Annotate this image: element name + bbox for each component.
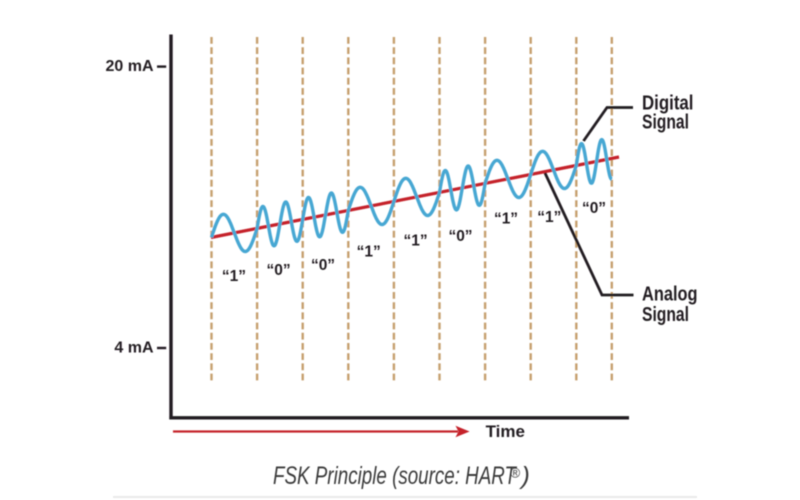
svg-text:®: ® xyxy=(510,466,520,481)
svg-text:“0”: “0” xyxy=(448,228,472,245)
svg-text:“1”: “1” xyxy=(222,268,246,285)
svg-text:“1”: “1” xyxy=(357,243,381,260)
svg-text:“0”: “0” xyxy=(582,200,606,217)
svg-text:Time: Time xyxy=(486,422,525,441)
svg-text:“1”: “1” xyxy=(537,209,561,226)
svg-text:FSK Principle (source: HART: FSK Principle (source: HART xyxy=(273,462,517,490)
svg-text:“1”: “1” xyxy=(494,210,518,227)
svg-text:“0”: “0” xyxy=(311,257,335,274)
svg-text:Digital: Digital xyxy=(642,91,694,114)
svg-text:“1”: “1” xyxy=(404,233,428,250)
svg-text:Signal: Signal xyxy=(642,110,689,133)
svg-text:4 mA: 4 mA xyxy=(114,340,154,357)
svg-text:20 mA: 20 mA xyxy=(105,58,153,75)
svg-text:Analog: Analog xyxy=(642,283,698,306)
svg-text:“0”: “0” xyxy=(267,262,291,279)
svg-text:): ) xyxy=(519,462,530,490)
svg-text:Signal: Signal xyxy=(642,303,689,326)
